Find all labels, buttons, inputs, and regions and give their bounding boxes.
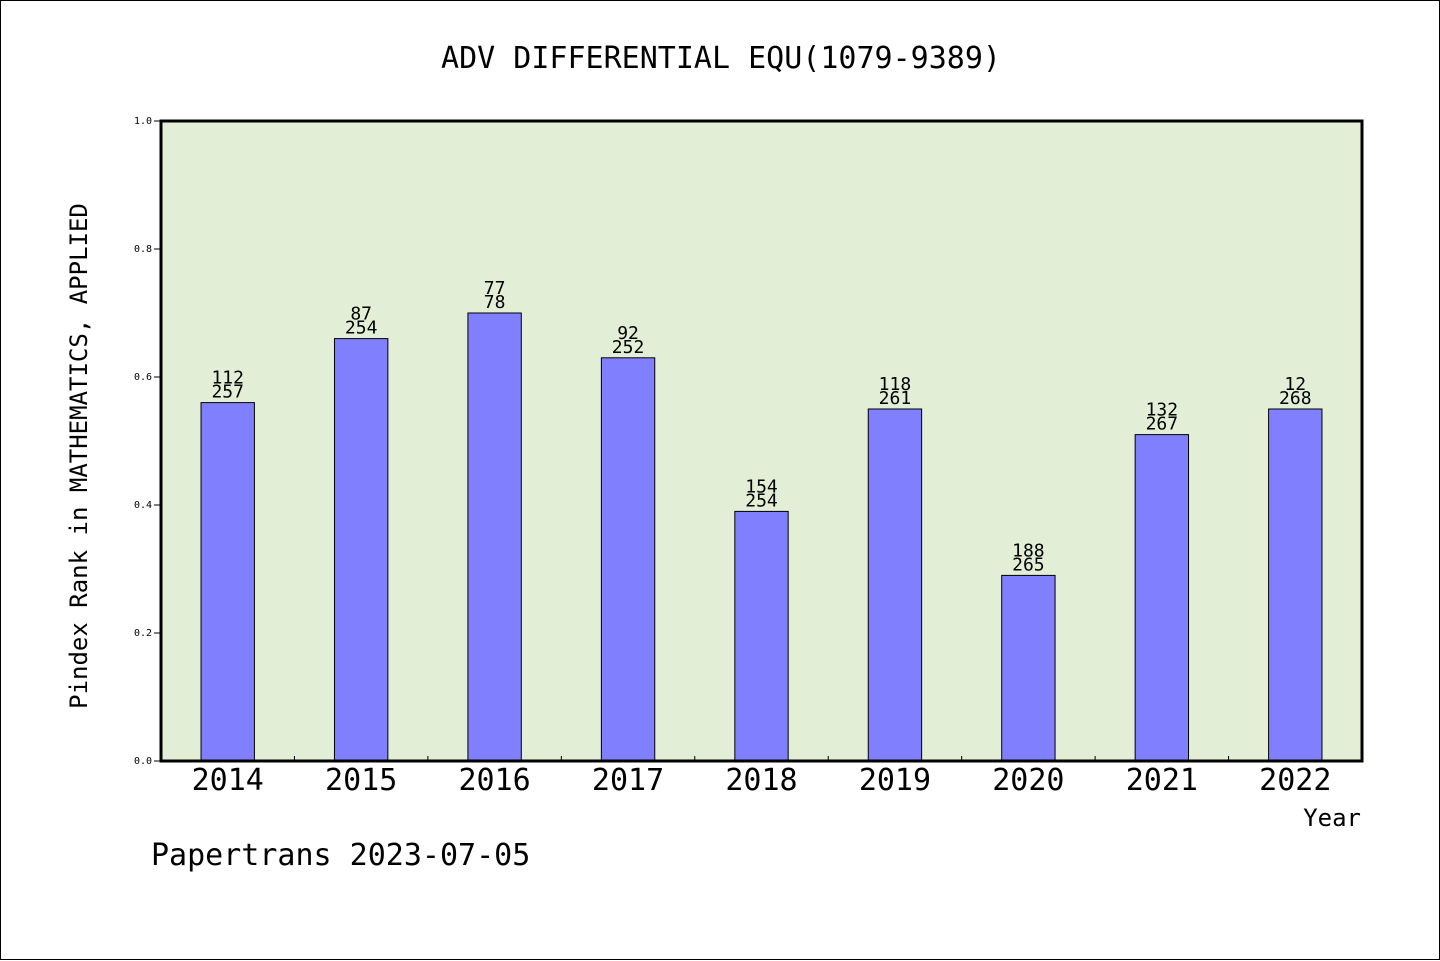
x-tick-label: 2015 — [325, 763, 397, 798]
bar-label-top: 12 — [1284, 374, 1306, 395]
y-tick-label: 1.0 — [134, 116, 152, 127]
bar — [1001, 574, 1056, 762]
y-tick-label: 0.8 — [134, 244, 152, 255]
bar-label-top: 188 — [1012, 540, 1045, 561]
y-tick-label: 0.2 — [134, 628, 152, 639]
bar-label-top: 77 — [484, 278, 506, 299]
x-tick-label: 2021 — [1126, 763, 1198, 798]
chart-title: ADV DIFFERENTIAL EQU(1079-9389) — [441, 41, 1001, 76]
bar-label-bottom: 267 — [1146, 414, 1179, 435]
bar — [333, 338, 389, 762]
bar-label-top: 118 — [879, 374, 912, 395]
x-tick-label: 2019 — [859, 763, 931, 798]
plot-area: 0.00.20.40.60.81.01122572014872542015777… — [134, 116, 1364, 798]
bar — [467, 312, 522, 762]
bar-label-bottom: 254 — [745, 490, 778, 511]
bar-label-bottom: 254 — [345, 318, 378, 339]
bar — [1268, 408, 1323, 762]
bar-label-bottom: 252 — [612, 337, 645, 358]
bar — [200, 402, 255, 762]
bar-label-top: 87 — [350, 304, 372, 325]
bar-label-bottom: 265 — [1012, 554, 1045, 575]
bar-label-top: 132 — [1146, 400, 1179, 421]
bar — [600, 357, 656, 762]
x-tick-label: 2022 — [1259, 763, 1331, 798]
bar — [1134, 434, 1190, 762]
bar — [867, 408, 923, 762]
bar-label-bottom: 257 — [211, 382, 244, 403]
y-tick-label: 0.4 — [134, 500, 152, 511]
x-axis-label: Year — [1303, 804, 1361, 832]
x-tick-label: 2016 — [458, 763, 530, 798]
footer-credit: Papertrans 2023-07-05 — [151, 838, 530, 873]
bar — [734, 510, 789, 762]
x-tick-label: 2020 — [992, 763, 1064, 798]
bar-label-bottom: 78 — [484, 292, 506, 313]
bar-label-top: 112 — [211, 368, 244, 389]
bar-label-bottom: 268 — [1279, 388, 1312, 409]
y-tick-label: 0.0 — [134, 756, 152, 767]
bar-label-top: 154 — [745, 476, 778, 497]
plot-frame — [159, 119, 1364, 763]
bar-label-top: 92 — [617, 323, 639, 344]
y-tick-label: 0.6 — [134, 372, 152, 383]
x-tick-label: 2017 — [592, 763, 664, 798]
y-axis-label: Pindex Rank in MATHEMATICS, APPLIED — [65, 203, 93, 709]
bar-label-bottom: 261 — [879, 388, 912, 409]
x-tick-label: 2018 — [725, 763, 797, 798]
x-tick-label: 2014 — [192, 763, 264, 798]
